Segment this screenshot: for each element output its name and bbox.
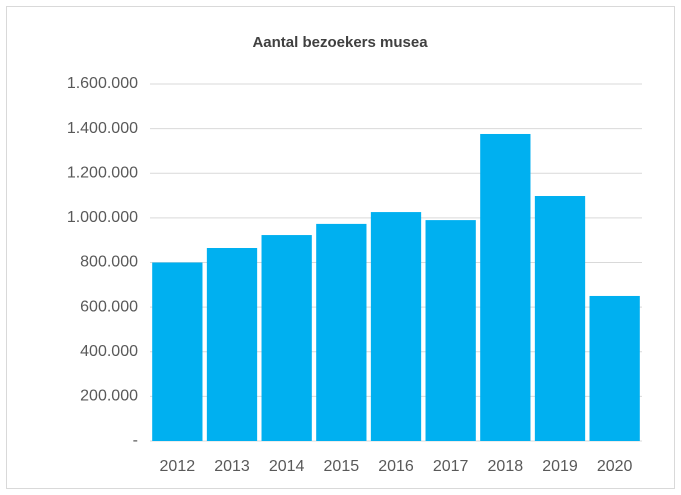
bar (152, 262, 203, 441)
x-tick-label: 2014 (269, 458, 305, 475)
x-tick-label: 2017 (433, 458, 469, 475)
y-tick-label: 200.000 (80, 388, 138, 405)
bar (425, 220, 476, 441)
x-tick-label: 2018 (488, 458, 524, 475)
x-tick-label: 2020 (597, 458, 633, 475)
bar (316, 223, 367, 441)
bar (534, 196, 586, 441)
bar (261, 235, 312, 441)
bar (480, 133, 531, 442)
x-tick-label: 2019 (542, 458, 578, 475)
y-tick-label: 600.000 (80, 298, 138, 315)
x-tick-label: 2016 (378, 458, 414, 475)
y-tick-label: 400.000 (80, 343, 138, 360)
bar (370, 212, 422, 441)
y-tick-label: - (133, 432, 138, 449)
y-tick-label: 1.200.000 (67, 164, 138, 181)
y-tick-label: 1.400.000 (67, 120, 138, 137)
x-tick-label: 2013 (214, 458, 250, 475)
y-tick-label: 800.000 (80, 254, 138, 271)
y-tick-label: 1.000.000 (67, 209, 138, 226)
y-tick-label: 1.600.000 (67, 75, 138, 92)
chart-title: Aantal bezoekers musea (252, 34, 428, 51)
bar (206, 247, 258, 441)
x-tick-label: 2012 (160, 458, 196, 475)
bar (589, 295, 640, 441)
x-tick-label: 2015 (324, 458, 360, 475)
